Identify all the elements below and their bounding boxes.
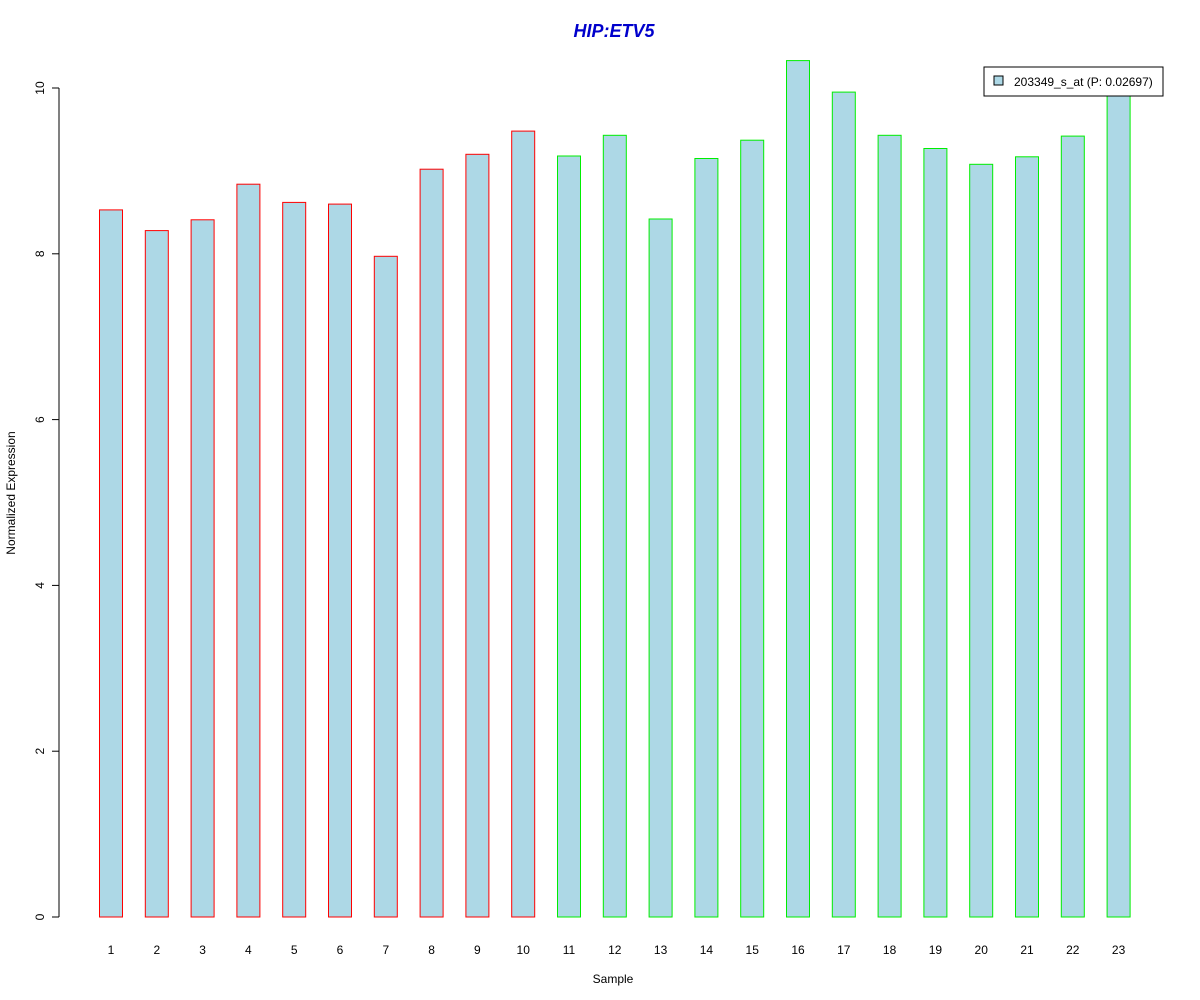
x-tick-label: 21 <box>1020 943 1034 957</box>
bar-sample-20 <box>969 163 994 918</box>
x-tick-label: 9 <box>474 943 481 957</box>
x-tick-label: 7 <box>382 943 389 957</box>
bar-sample-3 <box>190 219 215 918</box>
legend: 203349_s_at (P: 0.02697) <box>983 66 1164 97</box>
y-tick-label: 8 <box>33 250 47 257</box>
y-tick-label: 0 <box>33 913 47 920</box>
bar-sample-4 <box>236 183 261 918</box>
legend-series-label: 203349_s_at (P: 0.02697) <box>1014 75 1153 89</box>
x-tick-label: 20 <box>975 943 989 957</box>
x-tick-label: 10 <box>517 943 531 957</box>
bar-sample-13 <box>648 218 673 918</box>
x-tick-label: 19 <box>929 943 943 957</box>
y-tick-label: 4 <box>33 582 47 589</box>
bar-sample-10 <box>511 130 536 918</box>
x-tick-label: 17 <box>837 943 851 957</box>
bar-sample-2 <box>144 230 169 918</box>
bar-sample-15 <box>740 139 765 918</box>
x-tick-label: 23 <box>1112 943 1126 957</box>
bar-sample-5 <box>282 201 307 918</box>
bar-sample-21 <box>1015 156 1039 918</box>
legend-box <box>983 66 1164 97</box>
x-tick-label: 8 <box>428 943 435 957</box>
bar-sample-23 <box>1106 93 1131 918</box>
x-tick-label: 4 <box>245 943 252 957</box>
x-tick-label: 2 <box>153 943 160 957</box>
x-tick-label: 5 <box>291 943 298 957</box>
bar-sample-11 <box>557 155 581 918</box>
x-tick-label: 11 <box>563 943 576 957</box>
y-tick-label: 2 <box>33 748 47 755</box>
bar-sample-22 <box>1060 135 1085 918</box>
bar-sample-19 <box>923 148 948 918</box>
x-tick-label: 13 <box>654 943 668 957</box>
x-tick-label: 16 <box>791 943 805 957</box>
x-tick-label: 6 <box>337 943 344 957</box>
bar-sample-12 <box>602 134 627 918</box>
legend-swatch <box>993 75 1004 86</box>
bar-sample-8 <box>419 168 444 918</box>
x-tick-label: 22 <box>1066 943 1080 957</box>
bar-sample-17 <box>831 91 856 918</box>
x-tick-labels: 1 2 3 4 5 6 7 8 9 10 11 12 13 14 15 16 17 18 19 20 21 22 23 <box>108 943 1126 957</box>
bar-sample-18 <box>877 134 902 918</box>
x-tick-label: 14 <box>700 943 714 957</box>
x-tick-label: 15 <box>746 943 760 957</box>
bar-sample-6 <box>328 203 352 918</box>
bar-sample-14 <box>694 158 719 918</box>
y-tick-label: 6 <box>33 416 47 423</box>
chart-title: HIP:ETV5 <box>573 21 655 41</box>
x-axis-label: Sample <box>593 972 634 986</box>
bar-sample-1 <box>99 209 123 918</box>
x-tick-label: 12 <box>608 943 622 957</box>
y-tick-label: 10 <box>33 81 47 95</box>
y-axis: 0 2 4 6 8 10 <box>33 81 60 920</box>
bar-sample-16 <box>786 60 810 918</box>
bar-sample-9 <box>465 153 490 918</box>
x-tick-label: 3 <box>199 943 206 957</box>
x-tick-label: 1 <box>108 943 115 957</box>
x-tick-label: 18 <box>883 943 897 957</box>
bar-sample-7 <box>373 255 398 918</box>
y-axis-label: Normalized Expression <box>4 431 18 554</box>
bars-group <box>99 60 1131 918</box>
